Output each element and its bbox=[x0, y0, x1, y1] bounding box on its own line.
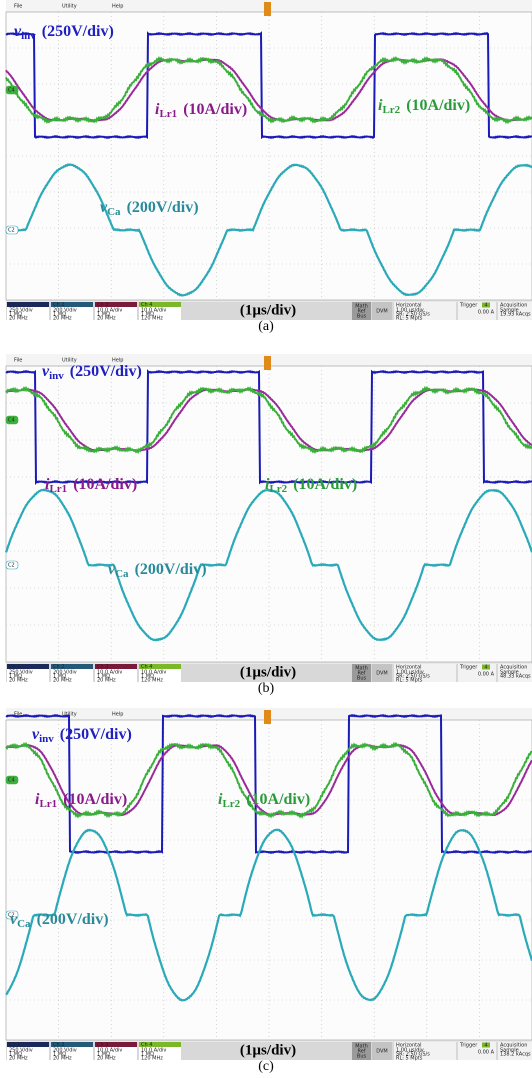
horizontal-setting: RL: 5 Mpts bbox=[396, 1056, 423, 1062]
trigger-title: Trigger bbox=[459, 665, 478, 671]
channel-setting: 20 MHz bbox=[53, 316, 72, 322]
timebase: (1µs/div) bbox=[240, 302, 296, 318]
signal-scale: (10A/div) bbox=[246, 791, 310, 808]
signal-subscript: Lr2 bbox=[269, 483, 287, 495]
signal-subscript: Lr2 bbox=[222, 798, 240, 810]
dvm-label: DVM bbox=[376, 671, 388, 677]
channel-setting: 20 MHz bbox=[53, 678, 72, 684]
timebase: (1µs/div) bbox=[240, 1042, 296, 1058]
trigger-source: 4 bbox=[484, 665, 487, 671]
channel-setting: 20 MHz bbox=[9, 1056, 28, 1062]
trigger-marker bbox=[264, 356, 271, 370]
signal-scale: (200V/div) bbox=[37, 911, 109, 928]
signal-scale: (250V/div) bbox=[60, 726, 132, 743]
horizontal-setting: RL: 5 Mpts bbox=[396, 678, 423, 684]
trigger-marker bbox=[264, 2, 271, 16]
channel-marker-label: C4 bbox=[8, 418, 15, 424]
signal-scale: (10A/div) bbox=[183, 101, 247, 118]
channel-setting: 120 MHz bbox=[141, 316, 163, 322]
channel-setting: 120 MHz bbox=[141, 678, 163, 684]
signal-scale: (10A/div) bbox=[73, 476, 137, 493]
channel-marker-label: C2 bbox=[8, 228, 15, 234]
signal-subscript: inv bbox=[49, 370, 64, 382]
acquisition-setting: 19.93 kAcqs bbox=[500, 312, 531, 318]
horizontal-setting: RL: 5 Mpts bbox=[396, 316, 423, 322]
trigger-level: 0.00 A bbox=[478, 672, 495, 678]
math-label: Bus bbox=[357, 1054, 367, 1060]
signal-scale: (10A/div) bbox=[293, 476, 357, 493]
channel-marker-label: C4 bbox=[8, 88, 15, 94]
caption: (a) bbox=[258, 319, 274, 334]
math-label: Bus bbox=[357, 314, 367, 320]
signal-subscript: Lr2 bbox=[382, 104, 400, 116]
channel-setting: 20 MHz bbox=[9, 678, 28, 684]
signal-scale: (10A/div) bbox=[406, 97, 470, 114]
trigger-marker bbox=[264, 710, 271, 724]
signal-subscript: Lr1 bbox=[39, 798, 57, 810]
dvm-label: DVM bbox=[376, 1049, 388, 1055]
menu-item: Help bbox=[112, 4, 123, 10]
trigger-level: 0.00 A bbox=[478, 310, 495, 316]
signal-scale: (200V/div) bbox=[135, 561, 207, 578]
channel-setting: 120 MHz bbox=[141, 1056, 163, 1062]
figure: FileUtilityHelpC4C2vinv(250V/div)iLr1(10… bbox=[0, 0, 532, 1078]
channel-setting: 20 MHz bbox=[53, 1056, 72, 1062]
signal-scale: (250V/div) bbox=[42, 23, 114, 40]
trigger-source: 4 bbox=[484, 1043, 487, 1049]
channel-marker-label: C2 bbox=[8, 563, 15, 569]
trigger-title: Trigger bbox=[459, 303, 478, 309]
menu-item: File bbox=[14, 358, 22, 364]
trigger-level: 0.00 A bbox=[478, 1050, 495, 1056]
signal-subscript: Ca bbox=[17, 918, 31, 930]
channel-setting: 20 MHz bbox=[9, 316, 28, 322]
trigger-source: 4 bbox=[484, 303, 487, 309]
signal-subscript: Ca bbox=[115, 568, 129, 580]
caption: (c) bbox=[258, 1059, 274, 1074]
signal-subscript: inv bbox=[21, 30, 36, 42]
acquisition-setting: 138.2 kAcqs bbox=[500, 1052, 531, 1058]
menu-item: Help bbox=[112, 712, 123, 718]
channel-setting: 20 MHz bbox=[97, 1056, 116, 1062]
signal-subscript: Ca bbox=[107, 206, 121, 218]
signal-scale: (250V/div) bbox=[70, 363, 142, 380]
acquisition-setting: 48.33 kAcqs bbox=[500, 674, 531, 680]
timebase: (1µs/div) bbox=[240, 664, 296, 680]
signal-scale: (10A/div) bbox=[63, 791, 127, 808]
math-label: Bus bbox=[357, 676, 367, 682]
signal-subscript: Lr1 bbox=[159, 108, 177, 120]
channel-setting: 20 MHz bbox=[97, 316, 116, 322]
caption: (b) bbox=[258, 681, 275, 696]
signal-subscript: Lr1 bbox=[49, 483, 67, 495]
channel-marker-label: C4 bbox=[8, 778, 15, 784]
menu-item: Utility bbox=[62, 4, 77, 10]
dvm-label: DVM bbox=[376, 309, 388, 315]
channel-setting: 20 MHz bbox=[97, 678, 116, 684]
signal-subscript: inv bbox=[39, 733, 54, 745]
scope-panel: FileUtilityHelpC4C2vinv(250V/div)iLr1(10… bbox=[6, 708, 532, 1074]
signal-scale: (200V/div) bbox=[127, 199, 199, 216]
trigger-title: Trigger bbox=[459, 1043, 478, 1049]
menu-item: File bbox=[14, 4, 22, 10]
